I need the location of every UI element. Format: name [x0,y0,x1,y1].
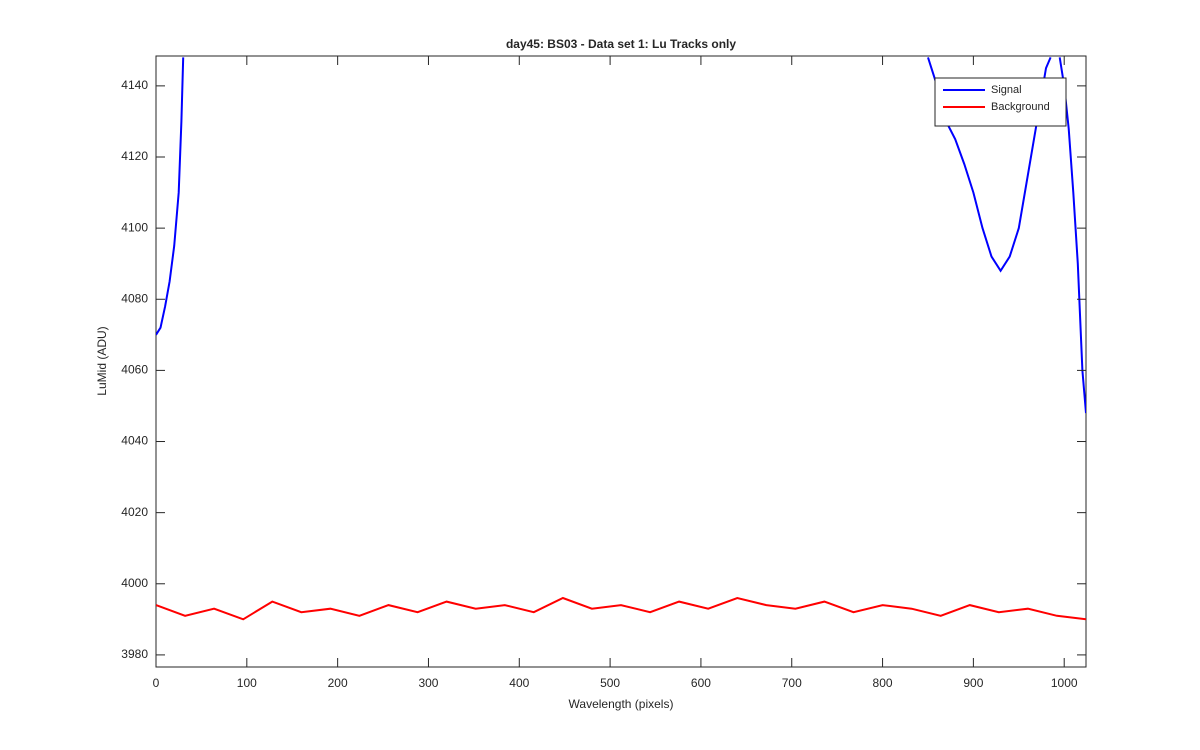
chart-title: day45: BS03 - Data set 1: Lu Tracks only [506,37,736,51]
y-tick-label: 4040 [121,434,148,448]
y-tick-label: 4140 [121,78,148,92]
x-tick-label: 200 [328,676,348,690]
legend-box [934,77,1067,127]
y-tick-label: 4080 [121,291,148,305]
y-axis-label: LuMid (ADU) [95,326,109,395]
y-tick-label: 3980 [121,647,148,661]
y-tick-label: 4020 [121,505,148,519]
y-tick-label: 4120 [121,149,148,163]
x-tick-label: 0 [153,676,160,690]
x-tick-label: 600 [691,676,711,690]
y-tick-label: 4000 [121,576,148,590]
y-tick-label: 4060 [121,363,148,377]
plot-area [155,55,1087,668]
y-tick-label: 4100 [121,220,148,234]
legend-label: Background [991,101,1050,113]
x-tick-label: 800 [873,676,893,690]
x-tick-label: 700 [782,676,802,690]
x-tick-label: 300 [418,676,438,690]
x-tick-label: 100 [237,676,257,690]
x-tick-label: 900 [963,676,983,690]
x-tick-label: 500 [600,676,620,690]
x-axis-label: Wavelength (pixels) [569,697,674,711]
x-tick-label: 400 [509,676,529,690]
legend-label: Signal [991,84,1022,96]
x-tick-label: 1000 [1051,676,1078,690]
series-line [156,596,1086,621]
